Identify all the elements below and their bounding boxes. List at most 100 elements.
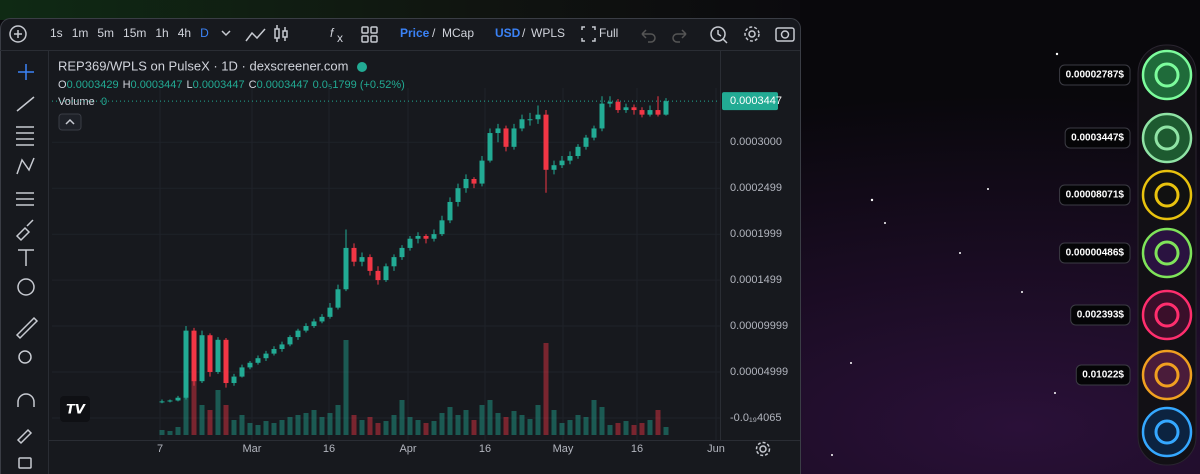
lock-tool[interactable] [18,457,32,469]
volume-bar [287,417,293,435]
candle-body [575,146,581,157]
wpls-toggle[interactable]: WPLS [531,26,565,40]
volume-bar [455,415,461,435]
volume-bar [239,415,245,435]
lock-draw-tool[interactable] [16,428,33,445]
volume-bar [639,423,645,435]
indicator-button[interactable]: f [330,26,335,40]
volume-bar [391,415,397,435]
interval-button[interactable]: 15m [123,26,146,40]
candle-body [423,235,429,239]
candle-body [455,188,461,202]
candle-body [383,266,389,281]
magnet-tool[interactable] [17,393,35,407]
projection-tool[interactable] [16,192,34,206]
fib-tool[interactable] [16,126,34,146]
line-chart-button[interactable] [245,28,266,42]
undo-button[interactable] [641,29,656,43]
volume-bar [263,421,269,435]
crosshair-tool[interactable] [18,64,34,80]
x-tick-label: 16 [479,443,491,455]
volume-bar [495,413,501,435]
volume-bar [519,415,525,435]
candle-body [519,119,525,129]
balance-value: 0.00000486$ [1066,248,1125,259]
fullscreen-icon [581,26,596,42]
text-tool[interactable] [18,249,34,266]
volume-bar [351,415,357,435]
candle-body [175,397,181,401]
layout-button[interactable] [361,26,378,43]
candle-body [623,107,629,111]
brush-tool[interactable] [15,219,34,242]
token-icon[interactable] [1141,227,1193,279]
candle-body [375,270,381,281]
axes: 0.0003000 0.0002499 0.0001999 0.0001499 0.00… [157,92,788,455]
chart-title: REP369/WPLS on PulseX · 1D · dexscreener… [58,58,348,73]
volume-bar [615,423,621,435]
toolbar: 1s 1m 5m 15m 1h 4h D f x Price / MCap USD / WP… [9,25,795,45]
usd-toggle[interactable]: USD [495,26,521,40]
candle-body [191,330,197,382]
candle-body [647,110,653,115]
balance-pill [1059,64,1131,86]
price-toggle[interactable]: Price [400,26,430,40]
zoom-tool[interactable] [18,350,32,364]
interval-dropdown[interactable] [221,30,231,37]
token-icon[interactable] [1141,49,1193,101]
y-tick-label: -0.0₁₉4065 [730,412,782,424]
ohlc-label: H [123,79,131,91]
token-icon[interactable] [1141,289,1193,341]
volume-bar [527,419,533,435]
candle-body [431,234,437,239]
volume-bar [215,390,221,435]
candle-body [327,307,333,317]
add-button[interactable] [9,25,27,43]
token-icon[interactable] [1141,169,1193,221]
volume-bar [383,421,389,435]
candle-button[interactable] [274,25,288,42]
interval-button[interactable]: D [200,26,209,40]
volume-bar [447,407,453,435]
interval-button[interactable]: 1h [155,26,168,40]
trend-line-tool[interactable] [16,96,35,112]
interval-button[interactable]: 4h [178,26,191,40]
volume-bar [423,423,429,435]
token-icon-inner [1154,362,1180,388]
intervals: 1s 1m 5m 15m 1h 4h D [50,26,209,40]
token-icon[interactable] [1141,112,1193,164]
candle-body [407,238,413,248]
volume-label: Volume [58,96,95,108]
ohlc-value: 0.0003447 [193,79,245,91]
balance-value: 0.01022$ [1082,370,1124,381]
replay-button[interactable] [710,26,728,44]
interval-button[interactable]: 1s [50,26,63,40]
redo-button[interactable] [672,29,687,43]
candle-body [591,128,597,138]
y-tick-label: 0.0003000 [730,136,782,148]
mcap-toggle[interactable]: MCap [442,26,474,40]
token-icon[interactable] [1141,349,1193,401]
ohlc-label: O [58,79,67,91]
candle-body [527,119,533,121]
volume-bar [159,430,165,435]
candle-body [511,128,517,147]
balance-pill [1059,242,1131,264]
axis-settings[interactable] [755,441,771,457]
collapse-legend[interactable] [58,113,82,131]
interval-button[interactable]: 5m [97,26,114,40]
volume-bar [183,375,189,435]
screenshot-button[interactable] [775,27,795,42]
candle-body [551,165,557,170]
settings-button[interactable] [744,26,760,42]
interval-button[interactable]: 1m [72,26,89,40]
pattern-tool[interactable] [16,157,35,175]
volume-bar [655,410,661,435]
candle-body [287,337,293,345]
ruler-tool[interactable] [15,316,39,340]
token-icon[interactable] [1141,406,1193,458]
fullscreen-button[interactable]: Full [599,26,618,40]
emoji-tool[interactable] [17,278,35,296]
candle-body [567,156,573,161]
candle-body [167,400,173,402]
